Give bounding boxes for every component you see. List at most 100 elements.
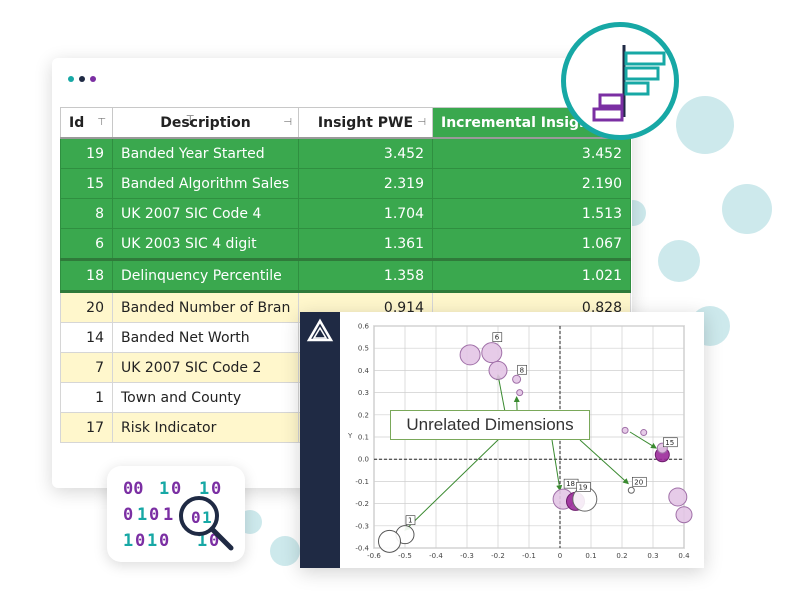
- point-label: 8: [520, 366, 524, 374]
- y-tick-label: 0.6: [358, 323, 370, 331]
- data-point: [675, 506, 693, 524]
- x-tick-label: -0.5: [398, 552, 412, 560]
- cell-description: UK 2007 SIC Code 4: [112, 198, 299, 229]
- cell-id: 18: [60, 258, 113, 292]
- pin-icon[interactable]: ⊣: [417, 117, 426, 128]
- annotation-arrow: [629, 431, 657, 449]
- point-label: 15: [665, 439, 674, 447]
- chart-sidebar: [300, 312, 340, 568]
- cell-description: Risk Indicator: [112, 412, 299, 443]
- cell-insight-pwe: 1.704: [298, 198, 433, 229]
- table-row[interactable]: 15 Banded Algorithm Sales 2.319 2.190: [60, 168, 631, 199]
- table-row[interactable]: 6 UK 2003 SIC 4 digit 1.361 1.067: [60, 228, 631, 260]
- cell-incremental-insight: 2.190: [432, 168, 631, 199]
- x-tick-label: 0.1: [585, 552, 596, 560]
- scatter-plot: -0.6 -0.5 -0.4 -0.3 -0.2 -0.1 0 0.1 0.2 0.3 0.4 0.6…: [347, 323, 693, 560]
- table-row[interactable]: 18 Delinquency Percentile 1.358 1.021: [60, 258, 631, 292]
- svg-text:0: 0: [211, 479, 221, 499]
- window-dot[interactable]: [79, 76, 85, 82]
- x-tick-label: -0.3: [460, 552, 474, 560]
- svg-text:0: 0: [171, 479, 181, 499]
- binary-search-icon: 00 1 0 1 0 0 1 0 1 1 0 1 0 1 0 0 1: [123, 479, 234, 551]
- y-tick-label: -0.3: [355, 522, 369, 530]
- annotation-arrow: [579, 439, 629, 485]
- svg-text:00: 00: [123, 479, 143, 499]
- decorative-bubble: [270, 536, 300, 566]
- cell-insight-pwe: 1.361: [298, 228, 433, 260]
- cell-id: 20: [60, 290, 113, 323]
- data-point: [512, 374, 522, 384]
- svg-text:1: 1: [163, 505, 173, 525]
- pin-icon[interactable]: ⊣: [283, 117, 292, 128]
- binary-search-card: 00 1 0 1 0 0 1 0 1 1 0 1 0 1 0 0 1: [107, 466, 245, 562]
- cell-incremental-insight: 1.067: [432, 228, 631, 260]
- cell-description: Banded Year Started: [112, 137, 299, 169]
- y-tick-label: 0.3: [358, 389, 369, 397]
- cell-id: 1: [60, 382, 113, 413]
- svg-text:0: 0: [209, 531, 219, 551]
- cell-id: 19: [60, 137, 113, 169]
- x-tick-label: -0.2: [491, 552, 505, 560]
- svg-text:1: 1: [197, 531, 207, 551]
- cell-insight-pwe: 3.452: [298, 137, 433, 169]
- column-header-insight-pwe[interactable]: Insight PWE ⊣: [298, 107, 433, 139]
- data-point: [378, 529, 401, 553]
- decorative-bubble: [676, 96, 734, 154]
- feature-importance-badge: [561, 22, 679, 140]
- table-row[interactable]: 19 Banded Year Started 3.452 3.452: [60, 137, 631, 169]
- y-tick-label: 0.0: [358, 456, 369, 464]
- data-point: [516, 389, 524, 397]
- table-header-row: Id ⊤ Description ⊣ Insight PWE ⊣ Incrementa…: [60, 107, 631, 139]
- svg-text:0: 0: [135, 531, 145, 551]
- cell-description: Banded Net Worth: [112, 322, 299, 353]
- y-tick-label: -0.4: [355, 545, 369, 553]
- cell-incremental-insight: 1.021: [432, 258, 631, 292]
- filter-icon[interactable]: ⊤: [97, 117, 106, 128]
- data-point: [621, 426, 629, 434]
- y-tick-label: 0.4: [358, 367, 370, 375]
- x-tick-label: 0.4: [678, 552, 690, 560]
- point-label-box: [662, 437, 678, 448]
- window-dot[interactable]: [90, 76, 96, 82]
- data-point: [640, 429, 648, 437]
- point-label-box: [492, 332, 503, 342]
- point-label-box: [405, 515, 416, 525]
- table-row[interactable]: 8 UK 2007 SIC Code 4 1.704 1.513: [60, 198, 631, 229]
- logo-icon: [306, 318, 334, 342]
- y-tick-label: 0.1: [358, 434, 369, 442]
- data-point: [481, 342, 503, 364]
- y-tick-label: 0.2: [358, 411, 369, 419]
- svg-text:1: 1: [137, 505, 147, 525]
- cell-id: 15: [60, 168, 113, 199]
- cell-id: 17: [60, 412, 113, 443]
- cell-insight-pwe: 2.319: [298, 168, 433, 199]
- point-label: 20: [634, 478, 643, 486]
- column-header-description[interactable]: Description ⊣: [112, 107, 299, 139]
- y-tick-label: -0.1: [355, 478, 369, 486]
- cell-description: UK 2007 SIC Code 2: [112, 352, 299, 383]
- table-body: 19 Banded Year Started 3.452 3.452 15 Banded …: [60, 137, 631, 443]
- cell-description: Banded Number of Bran: [112, 290, 299, 323]
- cell-description: Town and County: [112, 382, 299, 413]
- svg-text:1: 1: [123, 531, 133, 551]
- data-point: [627, 486, 635, 494]
- svg-text:0: 0: [159, 531, 169, 551]
- annotation-arrow: [551, 439, 563, 492]
- cell-id: 6: [60, 228, 113, 260]
- annotation-arrow: [404, 437, 501, 531]
- bar-chart-icon: [592, 45, 666, 122]
- cell-insight-pwe: 1.358: [298, 258, 433, 292]
- svg-text:1: 1: [147, 531, 157, 551]
- x-tick-label: -0.6: [367, 552, 381, 560]
- window-dot[interactable]: [68, 76, 74, 82]
- data-point: [668, 487, 688, 507]
- y-tick-label: 0.5: [358, 345, 369, 353]
- column-header-id[interactable]: Id ⊤: [60, 107, 113, 139]
- point-label-box: [517, 364, 527, 375]
- app-window: Id ⊤ Description ⊣ Insight PWE ⊣ Incrementa…: [52, 58, 632, 488]
- svg-text:0: 0: [191, 508, 201, 527]
- point-label-box: [576, 482, 591, 492]
- x-tick-label: -0.1: [522, 552, 536, 560]
- point-label-box: [631, 476, 647, 487]
- cell-description: Banded Algorithm Sales: [112, 168, 299, 199]
